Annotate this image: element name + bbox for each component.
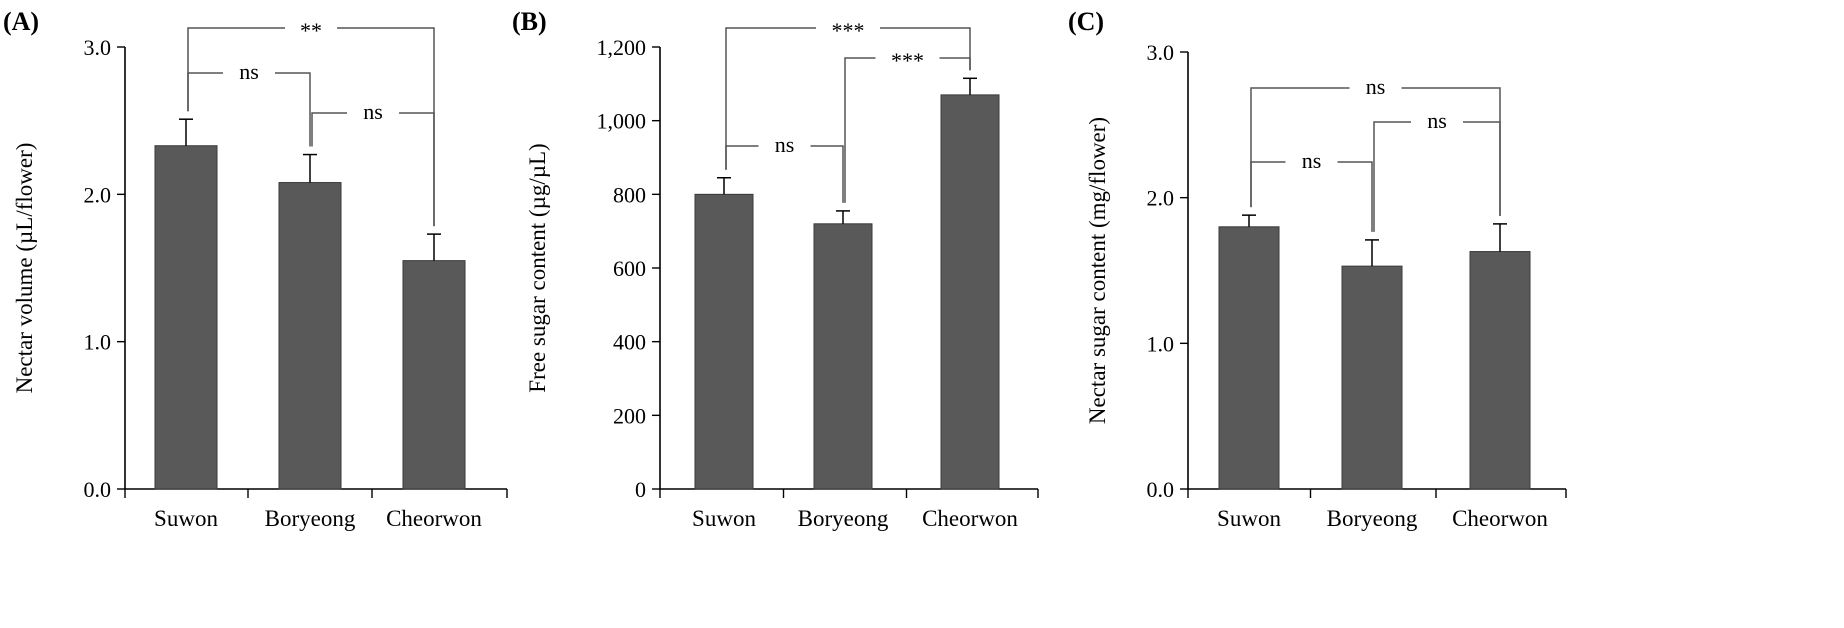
y-tick-label: 800 — [613, 182, 646, 207]
panel-label: (A) — [3, 7, 39, 36]
panel-c: (C) 0.0 1.0 2.0 3.0 Nectar sugar content (mg/… — [1068, 7, 1567, 531]
bar-suwon — [1218, 226, 1280, 490]
panel-b: (B) 0 200 400 600 800 1,000 1,200 Free sugar con… — [512, 7, 1039, 531]
significance-bracket — [1250, 161, 1373, 232]
significance-label: ns — [239, 59, 259, 84]
y-tick-label: 1.0 — [1147, 331, 1175, 356]
significance-label: ns — [775, 132, 795, 157]
y-tick-label: 0 — [635, 477, 646, 502]
bar-boryeong — [813, 223, 873, 490]
y-tick-label: 400 — [613, 330, 646, 355]
x-category-label: Suwon — [1217, 506, 1281, 531]
y-axis-title: Nectar sugar content (mg/flower) — [1085, 117, 1110, 424]
y-tick-label: 2.0 — [1147, 186, 1175, 211]
y-tick-label: 1,000 — [597, 109, 647, 134]
bar-suwon — [694, 193, 754, 490]
bar-boryeong — [1341, 265, 1403, 490]
x-category-label: Suwon — [692, 506, 756, 531]
y-tick-label: 1.0 — [84, 330, 112, 355]
x-category-label: Cheorwon — [386, 506, 482, 531]
y-tick-label: 200 — [613, 403, 646, 428]
y-axis-title: Free sugar content (µg/µL) — [525, 143, 550, 392]
significance-label: ns — [1302, 148, 1322, 173]
significance-bracket — [725, 27, 971, 170]
significance-label: ns — [363, 99, 383, 124]
x-category-label: Cheorwon — [922, 506, 1018, 531]
significance-bracket — [1250, 87, 1501, 216]
bar-cheorwon — [402, 260, 466, 490]
significance-bracket — [187, 72, 311, 147]
x-category-label: Boryeong — [1327, 506, 1418, 531]
y-tick-label: 3.0 — [84, 35, 112, 60]
significance-label: ns — [1366, 74, 1386, 99]
x-category-label: Suwon — [154, 506, 218, 531]
significance-label: ** — [300, 18, 322, 43]
significance-label: *** — [891, 48, 924, 73]
y-axis-title: Nectar volume (µL/flower) — [12, 143, 37, 394]
significance-bracket — [844, 57, 971, 203]
x-category-label: Boryeong — [265, 506, 356, 531]
bar-boryeong — [278, 182, 342, 490]
bar-suwon — [154, 145, 218, 490]
y-tick-label: 3.0 — [1147, 40, 1175, 65]
significance-bracket — [1373, 121, 1501, 232]
significance-bracket — [311, 112, 435, 227]
y-tick-label: 1,200 — [597, 35, 647, 60]
bar-cheorwon — [1469, 251, 1531, 490]
y-tick-label: 600 — [613, 256, 646, 281]
y-tick-label: 0.0 — [1147, 477, 1175, 502]
y-tick-label: 0.0 — [84, 477, 112, 502]
x-category-label: Boryeong — [798, 506, 889, 531]
bar-cheorwon — [940, 94, 1000, 490]
significance-label: *** — [832, 18, 865, 43]
y-tick-label: 2.0 — [84, 182, 112, 207]
x-category-label: Cheorwon — [1452, 506, 1548, 531]
panel-label: (B) — [512, 7, 547, 36]
panel-a: (A) 0.0 1.0 2.0 3.0 Nectar volume (µL/flower)… — [3, 7, 508, 531]
significance-label: ns — [1427, 108, 1447, 133]
panel-label: (C) — [1068, 7, 1104, 36]
significance-bracket — [725, 145, 844, 203]
